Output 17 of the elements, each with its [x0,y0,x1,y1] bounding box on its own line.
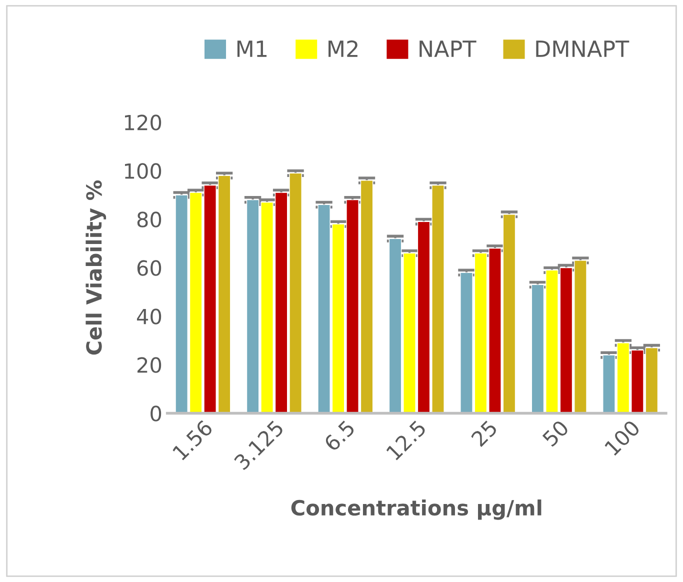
legend-label: NAPT [420,40,476,57]
x-axis-title: Concentrations µg/ml [291,500,542,520]
x-tick-label: 100 [604,419,641,456]
y-tick-label: 120 [124,114,162,130]
y-tick-label: 40 [136,308,162,324]
y-tick-label: 20 [137,357,162,373]
x-tick-label: 6.5 [323,420,356,452]
legend-label: M2 [328,40,358,57]
y-tick-label: 80 [137,212,162,228]
legend-label: M1 [237,40,267,57]
x-tick-label: 25 [470,420,498,448]
y-axis-title: Cell Viability % [86,180,106,355]
x-tick-label: 50 [542,419,570,448]
y-tick-label: 60 [137,260,162,276]
y-tick-label: 0 [150,406,162,422]
legend-label: DMNAPT [536,40,630,57]
y-tick-label: 100 [124,163,162,179]
